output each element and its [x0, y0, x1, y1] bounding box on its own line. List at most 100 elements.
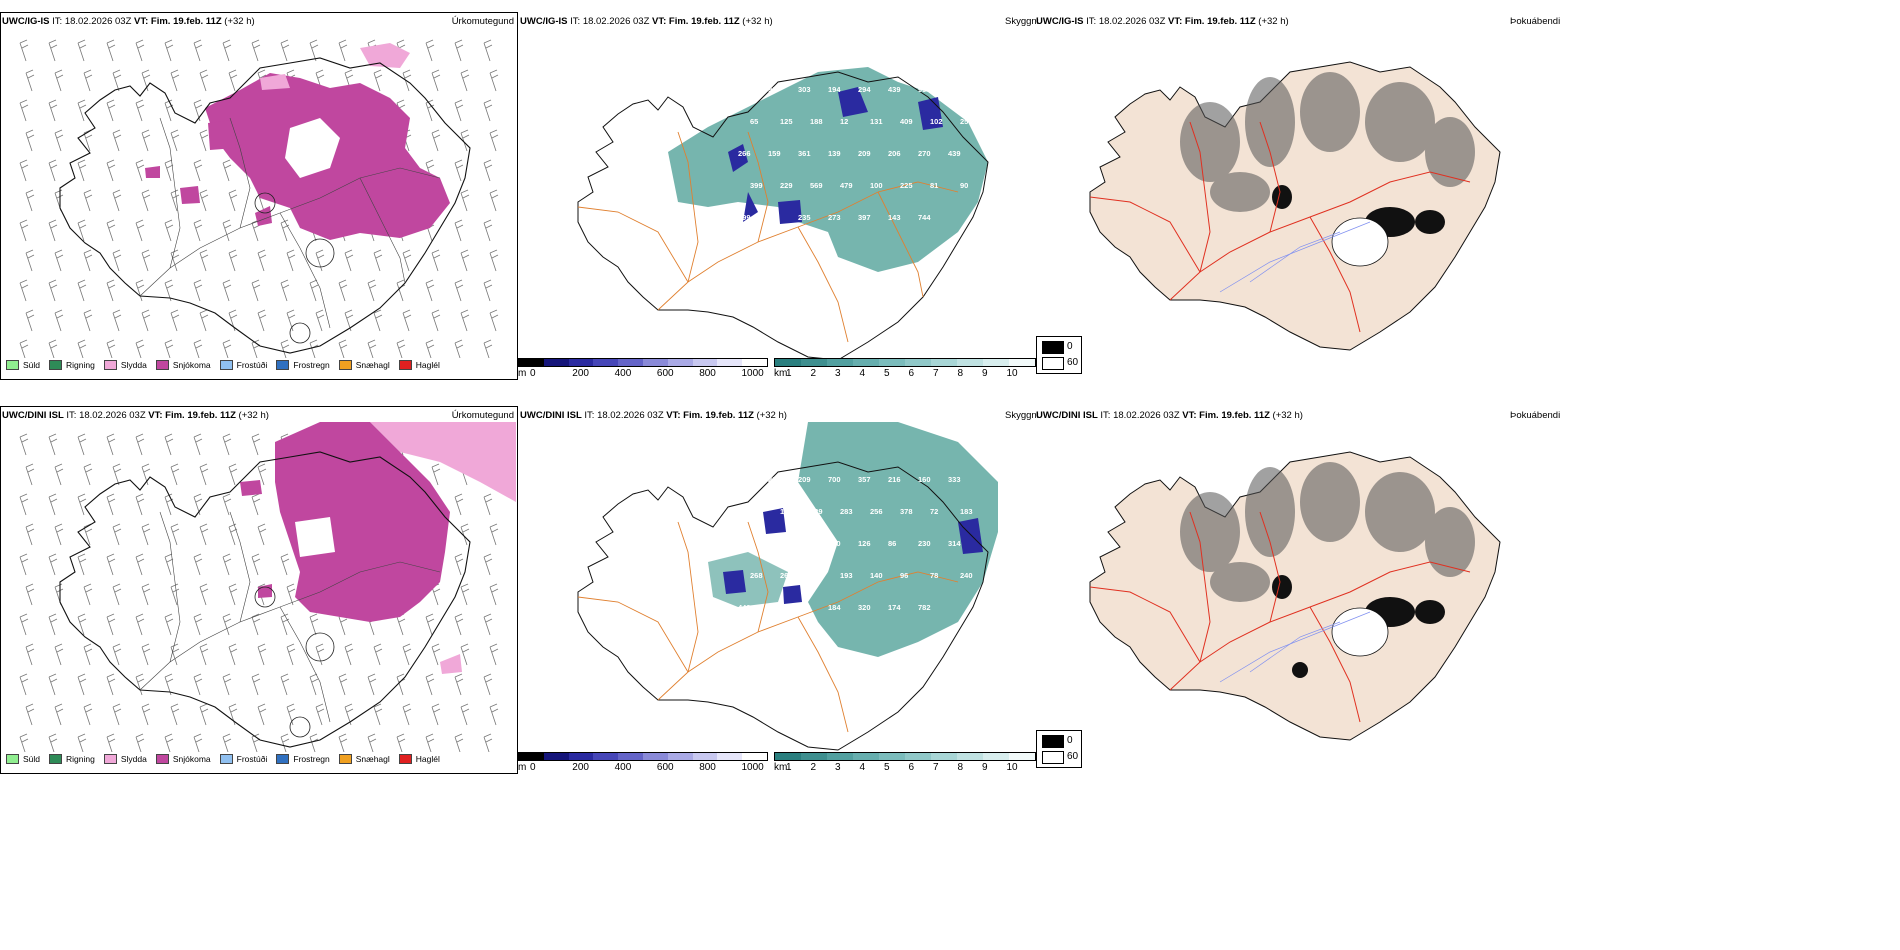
wind-barb — [228, 523, 238, 546]
wind-barb — [431, 463, 441, 486]
wind-barb — [135, 339, 145, 358]
wind-barb — [193, 339, 203, 358]
height-scale: m 0 200 400 600 800 1000 — [518, 752, 768, 775]
visibility-value-label: 361 — [798, 149, 811, 158]
legend-label: Snæhagl — [355, 360, 390, 370]
wind-barb — [257, 463, 267, 486]
wind-barb — [106, 39, 116, 62]
visibility-value-label: 174 — [888, 603, 901, 612]
wind-barb — [170, 69, 180, 92]
ptype-legend: Súld Rigning Slydda Snjókoma Frostúði Frostre… — [6, 360, 449, 370]
wind-barb — [483, 99, 493, 122]
visibility-value-label: 183 — [798, 603, 811, 612]
scale-tick: 9 — [982, 762, 988, 773]
wind-barb — [367, 339, 377, 358]
snow-area — [240, 480, 262, 496]
wind-barb — [106, 553, 116, 576]
wind-barb — [54, 523, 64, 546]
visibility-value-label: 12 — [840, 117, 848, 126]
visibility-value-label: 182 — [798, 539, 811, 548]
wind-barb — [402, 643, 412, 666]
wind-barb — [199, 523, 209, 546]
wind-barb — [251, 673, 261, 696]
legend-swatch — [398, 754, 412, 764]
legend-swatch — [49, 360, 63, 370]
wind-barb — [396, 339, 406, 358]
wind-barb — [344, 643, 354, 666]
wind-barb — [431, 643, 441, 666]
wind-barb — [489, 703, 499, 726]
glaciers — [254, 586, 335, 738]
wind-barb — [25, 703, 35, 726]
scale-tick: 4 — [859, 762, 866, 773]
wind-barb — [280, 613, 290, 636]
visibility-value-label: 206 — [888, 149, 901, 158]
wind-barb — [489, 523, 499, 546]
scale-tick: 800 — [699, 368, 716, 379]
wind-barb — [77, 39, 87, 62]
scale-tick: 10 — [1006, 368, 1018, 379]
wind-barb — [460, 69, 470, 92]
wind-barb — [454, 99, 464, 122]
scale-tick: 8 — [957, 762, 964, 773]
wind-barb — [170, 189, 180, 212]
wind-barb — [199, 463, 209, 486]
wind-barb — [83, 583, 93, 606]
wind-barb — [25, 69, 35, 92]
wind-barb — [25, 643, 35, 666]
panel-title-fog: Þokuábendi — [1510, 410, 1561, 421]
wind-barb — [112, 189, 122, 212]
wind-barb — [141, 523, 151, 546]
wind-barb — [83, 643, 93, 666]
very-low-visibility — [728, 87, 943, 224]
wind-barb — [193, 219, 203, 242]
legend-item: Súld — [6, 360, 40, 370]
wind-barb — [193, 39, 203, 62]
wind-barb — [48, 553, 58, 576]
legend-item: Súld — [6, 754, 40, 764]
scale-tick: 2 — [810, 368, 817, 379]
scale-tick: 0 — [530, 762, 536, 773]
wind-barb — [199, 703, 209, 726]
wind-barb — [135, 553, 145, 576]
wind-barb — [309, 673, 319, 696]
wind-barb — [454, 673, 464, 696]
wind-barb — [19, 159, 29, 182]
wind-barb — [251, 613, 261, 636]
wind-barb — [228, 309, 238, 332]
wind-barb — [48, 613, 58, 636]
fog-map — [1089, 61, 1501, 351]
wind-barb — [141, 249, 151, 272]
wind-barb — [106, 159, 116, 182]
scale-tick: 400 — [614, 762, 632, 773]
wind-barb — [251, 39, 261, 62]
wind-barb — [19, 339, 29, 358]
wind-barb — [106, 613, 116, 636]
scale-tick: 200 — [572, 762, 589, 773]
wind-barb — [431, 129, 441, 152]
ptype-panel-top: UWC/IG-IS IT: 18.02.2026 03Z VT: Fim. 19… — [0, 12, 518, 390]
visibility-value-label: 273 — [828, 213, 841, 222]
wind-barb — [135, 673, 145, 696]
visibility-value-label: 268 — [750, 571, 763, 580]
visibility-value-label: 194 — [828, 85, 841, 94]
wind-barb — [112, 703, 122, 726]
wind-barb — [257, 703, 267, 726]
panel-title-visibility: Skyggni — [1005, 16, 1039, 27]
lead-time: (+32 h) — [224, 16, 255, 27]
wind-barb — [170, 129, 180, 152]
roads — [577, 131, 959, 343]
wind-barb — [460, 189, 470, 212]
wind-barb — [373, 309, 383, 332]
fog-map — [1089, 451, 1501, 741]
wind-barb — [315, 249, 325, 272]
fog-scale: 0 60 — [1036, 336, 1082, 374]
roads — [577, 521, 959, 733]
wind-barb — [199, 69, 209, 92]
wind-barb — [483, 673, 493, 696]
wind-barb — [112, 69, 122, 92]
wind-barb — [19, 39, 29, 62]
wind-barb — [251, 279, 261, 302]
wind-barb — [460, 643, 470, 666]
wind-barb — [309, 733, 319, 752]
